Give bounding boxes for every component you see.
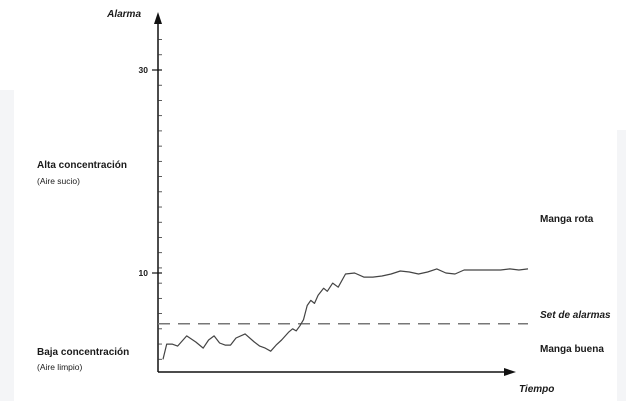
high-concentration-label: Alta concentración [37, 160, 127, 171]
x-axis-arrow [504, 368, 516, 376]
series-line [162, 268, 529, 360]
broken-sleeve-label: Manga rota [540, 214, 594, 225]
y-tick-label: 30 [139, 65, 149, 75]
high-concentration-sublabel: (Aire sucio) [37, 176, 80, 186]
alarm-setpoint-label: Set de alarmas [540, 310, 611, 321]
y-axis-title: Alarma [106, 9, 141, 20]
left-panel-background [0, 90, 14, 401]
y-tick-label: 10 [139, 268, 149, 278]
y-axis-arrow [154, 12, 162, 24]
y-major-ticks: 30 10 [139, 65, 162, 278]
right-panel-background [617, 130, 626, 401]
good-sleeve-label: Manga buena [540, 344, 604, 355]
y-minor-ticks [158, 39, 162, 360]
low-concentration-sublabel: (Aire limpio) [37, 362, 83, 372]
x-axis-title: Tiempo [519, 384, 554, 395]
low-concentration-label: Baja concentración [37, 347, 129, 358]
